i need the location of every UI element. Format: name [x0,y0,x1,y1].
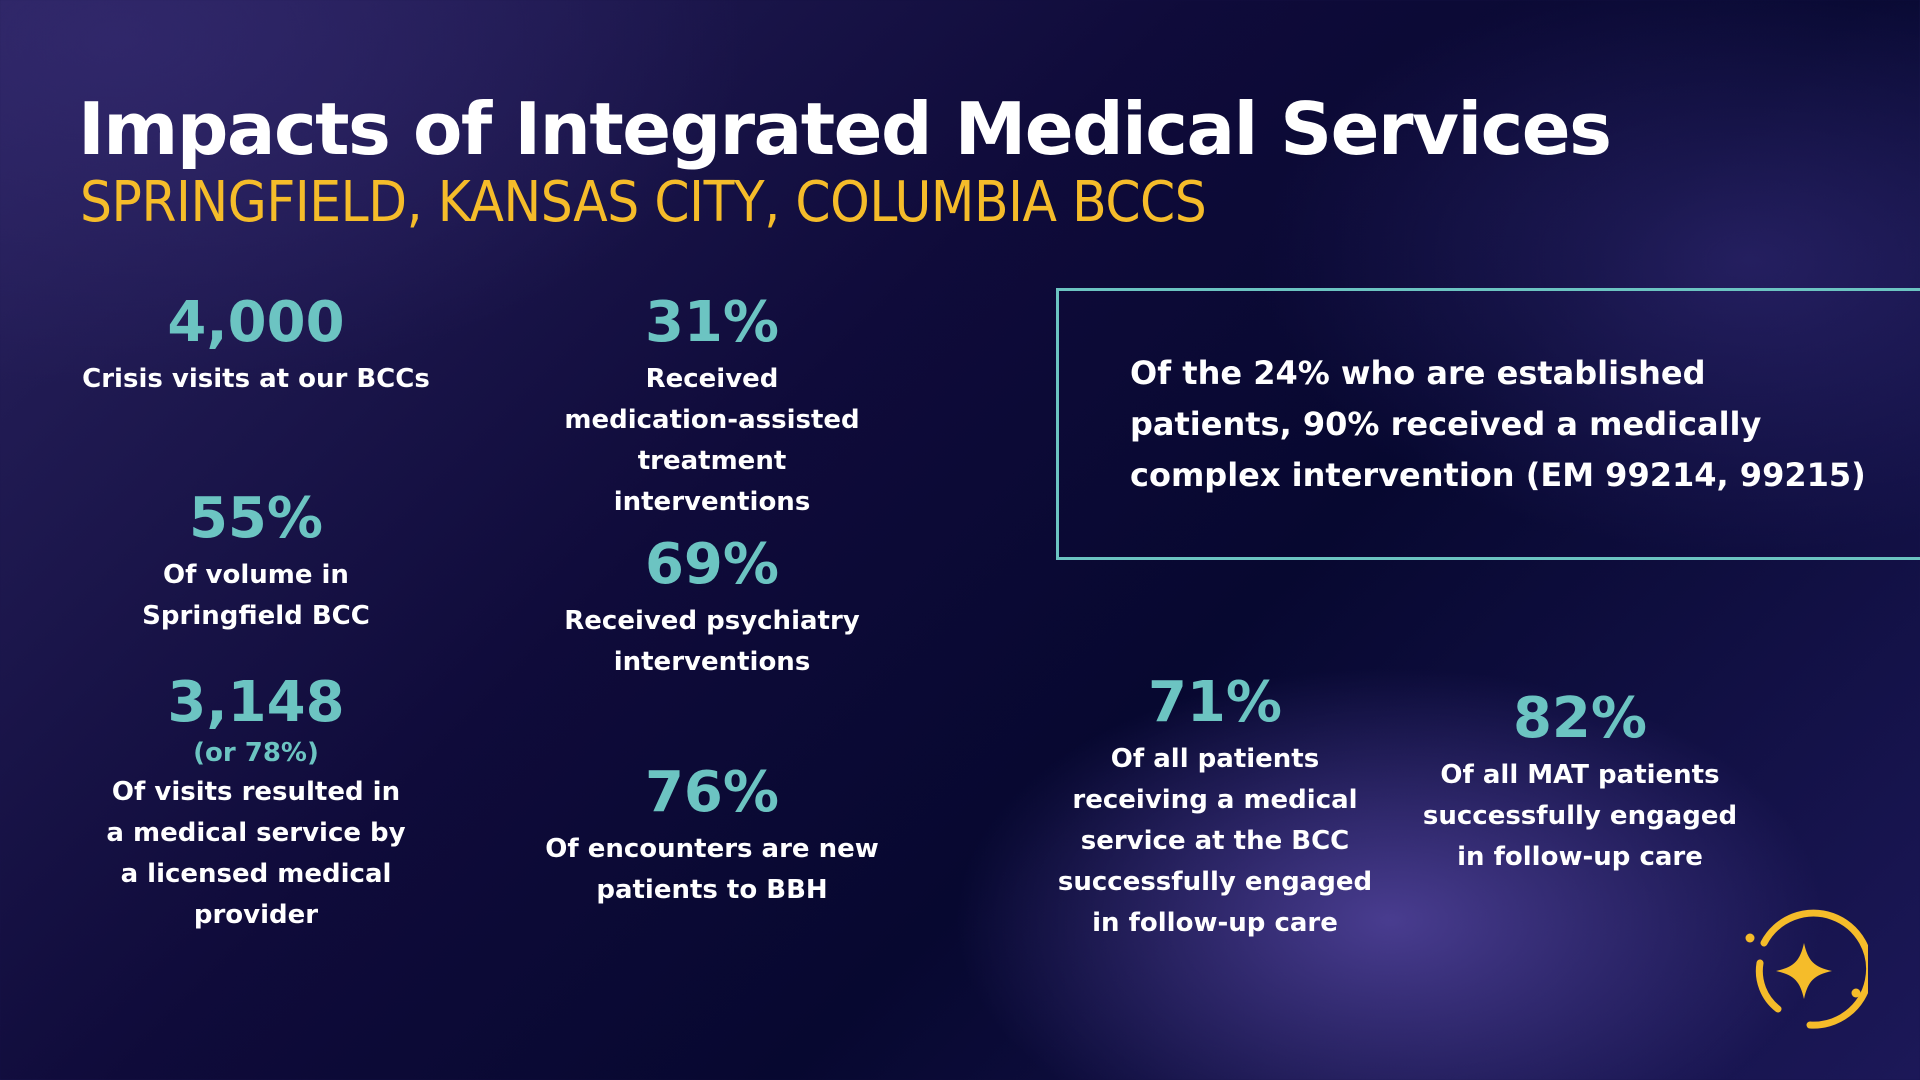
stat-value: 55% [188,486,324,551]
stat-crisis-visits: 4,000 Crisis visits at our BCCs [66,290,446,400]
stat-note: (or 78%) [193,738,319,768]
stat-mat-followup: 82% Of all MAT patients successfully eng… [1410,686,1750,878]
callout-text: Of the 24% who are established patients,… [1130,354,1866,494]
stat-new-patients: 76% Of encounters are new patients to BB… [532,760,892,911]
slide-title: Impacts of Integrated Medical Services [78,87,1612,171]
stat-label: Of all MAT patients successfully engaged… [1422,760,1738,872]
stat-psychiatry: 69% Received psychiatry interventions [532,532,892,683]
stat-mat-interventions: 31% Received medication-assisted treatme… [532,290,892,523]
stat-medical-service: 3,148 (or 78%) Of visits resulted in a m… [66,670,446,936]
stat-medical-followup: 71% Of all patients receiving a medical … [1030,670,1400,944]
stat-value: 71% [1147,670,1283,735]
stat-label: Of all patients receiving a medical serv… [1057,744,1373,938]
stat-label: Received medication-assisted treatment i… [564,364,860,517]
stat-springfield-volume: 55% Of volume in Springfield BCC [66,486,446,637]
sparkle-icon [1745,909,1868,1029]
slide-subtitle: SPRINGFIELD, KANSAS CITY, COLUMBIA BCCS [80,170,1207,235]
stat-label: Received psychiatry interventions [564,606,860,677]
stat-value: 82% [1512,686,1648,751]
stat-value: 4,000 [167,290,345,355]
stat-label: Of volume in Springfield BCC [142,560,370,631]
stat-value: 31% [644,290,780,355]
stat-value: 76% [644,760,780,825]
stat-value: 69% [644,532,780,597]
stat-label: Of visits resulted in a medical service … [106,777,406,930]
stat-label: Crisis visits at our BCCs [82,364,430,394]
stat-label: Of encounters are new patients to BBH [545,834,879,905]
stat-value: 3,148 [167,670,345,735]
callout-box [1056,288,1920,560]
